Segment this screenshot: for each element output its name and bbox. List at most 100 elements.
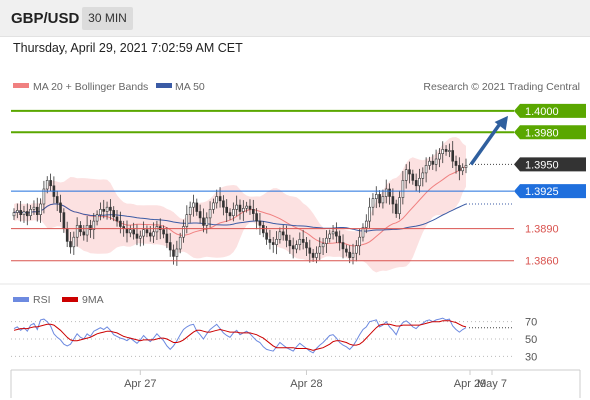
- candle-body: [428, 160, 431, 166]
- candle-body: [92, 220, 96, 231]
- candle-body: [341, 242, 345, 250]
- rsi-ma-legend-swatch: [62, 297, 78, 302]
- candle-body: [202, 217, 205, 226]
- candle-body: [175, 248, 179, 257]
- x-tick-label: Apr 29: [454, 378, 486, 390]
- candle-body: [424, 165, 428, 174]
- candle-body: [408, 169, 411, 175]
- candle-body: [232, 209, 235, 217]
- candle-body: [454, 160, 458, 166]
- candle-body: [119, 220, 122, 227]
- candle-body: [12, 212, 16, 217]
- rsi-line: [13, 317, 467, 354]
- candle-body: [62, 212, 66, 230]
- candle-body: [265, 232, 268, 240]
- x-tick-label: Apr 27: [124, 378, 156, 390]
- candle-body: [285, 234, 288, 241]
- candle-body: [192, 202, 195, 208]
- candle-body: [75, 225, 79, 238]
- pivot-tag-1.3925: [514, 184, 586, 199]
- header-bar: GBP/USD 30 MIN: [0, 0, 590, 37]
- candle-body: [72, 236, 76, 248]
- candle-body: [288, 240, 292, 247]
- rsi-legend-swatch: [13, 297, 29, 302]
- candle-body: [55, 196, 59, 204]
- candle-body: [391, 196, 395, 205]
- candle-body: [245, 205, 248, 209]
- candle-body: [321, 243, 325, 248]
- candle-body: [438, 153, 441, 160]
- candle-body: [404, 169, 408, 181]
- ma20-legend-label: MA 20 + Bollinger Bands: [33, 81, 148, 93]
- resistance-tag-1.4000: [514, 103, 586, 118]
- rsi-panel: 70 50 30: [11, 317, 537, 363]
- candle-body: [129, 229, 132, 234]
- candle-body: [115, 216, 119, 222]
- candle-body: [242, 208, 245, 212]
- datetime-label: Thursday, April 29, 2021 7:02:59 AM CET: [13, 41, 243, 55]
- candle-body: [275, 239, 278, 246]
- candle-body: [82, 231, 86, 236]
- candle-body: [325, 237, 328, 244]
- candle-body: [225, 206, 228, 213]
- resistance-label-1.3980: 1.3980: [525, 127, 559, 139]
- candle-body: [361, 227, 365, 238]
- timeframe-button[interactable]: 30 MIN: [82, 7, 133, 30]
- candle-body: [238, 204, 242, 212]
- candle-body: [165, 233, 169, 243]
- candle-body: [248, 205, 252, 210]
- candle-body: [42, 188, 46, 205]
- candle-body: [301, 239, 305, 243]
- candle-body: [158, 226, 162, 231]
- ma20-legend-swatch: [13, 83, 29, 88]
- candle-body: [315, 252, 318, 258]
- current-tag-1.3950: [514, 157, 586, 172]
- candle-body: [268, 239, 272, 243]
- candle-body: [235, 204, 238, 210]
- ma50-line: [13, 203, 467, 232]
- forecast-arrow-shaft: [469, 119, 504, 166]
- pivot-label-1.3925: 1.3925: [525, 186, 559, 198]
- candle-body: [448, 150, 451, 152]
- candle-body: [149, 232, 152, 237]
- current-label-1.3950: 1.3950: [525, 159, 559, 171]
- candle-body: [172, 249, 175, 257]
- candle-body: [95, 214, 99, 222]
- candle-body: [185, 214, 189, 227]
- candle-body: [205, 217, 209, 226]
- credit-label: Research © 2021 Trading Central: [423, 81, 580, 93]
- candle-body: [381, 196, 385, 204]
- candle-body: [29, 209, 32, 217]
- candle-body: [85, 225, 89, 236]
- rsi-level-label-70: 70: [525, 317, 537, 329]
- candle-body: [228, 212, 232, 217]
- candle-body: [215, 196, 218, 204]
- candle-body: [109, 206, 112, 211]
- candle-body: [351, 252, 355, 258]
- candle-body: [444, 149, 448, 152]
- candle-body: [142, 229, 145, 237]
- candle-body: [218, 196, 222, 202]
- candle-body: [99, 209, 102, 216]
- candle-body: [182, 226, 185, 238]
- candle-body: [331, 231, 335, 235]
- candle-body: [418, 178, 421, 187]
- candle-body: [305, 242, 308, 249]
- candle-body: [394, 203, 398, 214]
- candle-body: [39, 203, 42, 215]
- candle-body: [222, 200, 225, 208]
- candle-body: [461, 167, 465, 172]
- candle-body: [354, 245, 358, 254]
- rsi-ma-line: [13, 320, 467, 351]
- ma50-legend-swatch: [156, 83, 172, 88]
- candle-body: [328, 233, 332, 239]
- candle-body: [139, 235, 142, 239]
- candle-body: [195, 202, 199, 212]
- candle-body: [335, 231, 338, 237]
- candle-body: [384, 188, 388, 197]
- candle-body: [318, 246, 322, 254]
- candle-body: [22, 211, 26, 216]
- candle-body: [431, 160, 435, 165]
